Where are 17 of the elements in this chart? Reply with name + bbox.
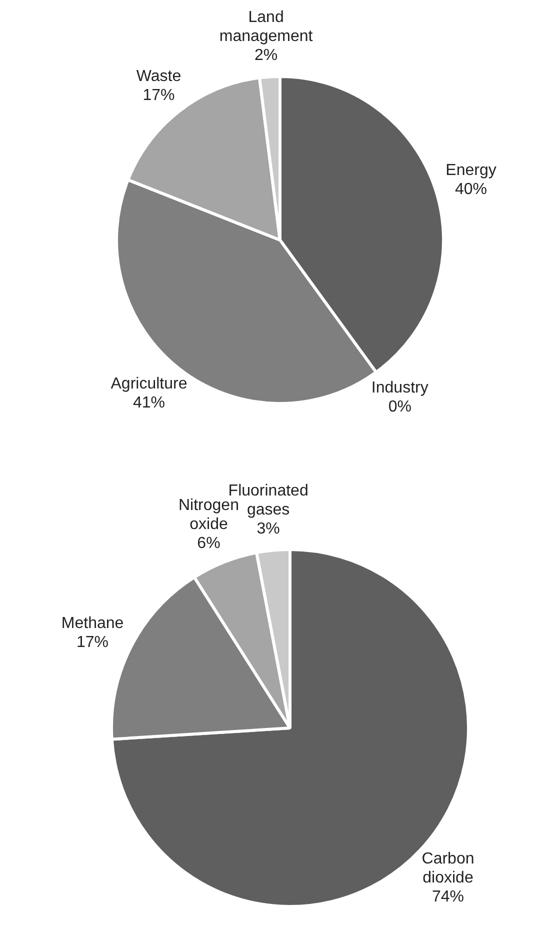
slice-label: Agriculture <box>110 376 188 393</box>
text: 0% <box>388 398 412 416</box>
data-label: 17% <box>76 634 109 651</box>
data-label: 74% <box>432 888 464 906</box>
slice-label: Carbon dioxide <box>422 850 474 886</box>
slice-label: Nitrogen oxide <box>178 496 239 533</box>
slice-label: Methane <box>61 614 124 632</box>
slice-label: Energy <box>446 162 496 179</box>
slice-label: Waste <box>136 68 182 86</box>
slice-label: Land management <box>219 8 314 45</box>
category-label: Industry <box>371 379 428 396</box>
data-label: 17% <box>142 87 175 104</box>
data-label: 2% <box>254 46 278 64</box>
data-label: 40% <box>455 180 488 198</box>
data-label: 3% <box>256 520 280 538</box>
data-label: 6% <box>197 534 220 552</box>
data-label: 41% <box>132 394 166 412</box>
